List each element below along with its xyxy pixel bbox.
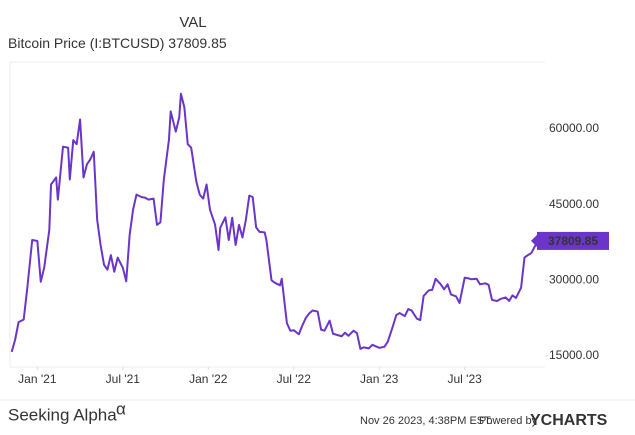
provider: YCHARTS bbox=[530, 412, 608, 429]
last-value-box bbox=[537, 231, 609, 250]
x-tick-label: Jul '22 bbox=[277, 372, 312, 386]
powered-by: Powered by bbox=[479, 415, 538, 427]
legend-entry: Bitcoin Price (I:BTCUSD) 37809.85 bbox=[8, 35, 227, 51]
x-tick-label: Jan '23 bbox=[360, 372, 399, 386]
last-value-label: 37809.85 bbox=[548, 234, 598, 248]
x-tick-label: Jul '21 bbox=[106, 372, 141, 386]
brand-mark: α bbox=[116, 399, 126, 418]
timestamp: Nov 26 2023, 4:38PM EST. bbox=[360, 415, 493, 427]
x-tick-label: Jan '21 bbox=[18, 372, 57, 386]
x-tick-label: Jan '22 bbox=[189, 372, 228, 386]
legend-label: Bitcoin Price (I:BTCUSD) bbox=[8, 35, 164, 51]
y-tick-label: 60000.00 bbox=[549, 121, 599, 135]
y-tick-label: 15000.00 bbox=[549, 348, 599, 362]
price-line bbox=[10, 92, 545, 353]
chart-title: VAL bbox=[179, 14, 206, 31]
y-tick-label: 45000.00 bbox=[549, 197, 599, 211]
x-tick-label: Jul '23 bbox=[448, 372, 483, 386]
y-tick-label: 30000.00 bbox=[549, 272, 599, 286]
legend-value: 37809.85 bbox=[168, 35, 227, 51]
brand: Seeking Alpha bbox=[8, 405, 117, 424]
last-value-pointer bbox=[531, 234, 537, 247]
